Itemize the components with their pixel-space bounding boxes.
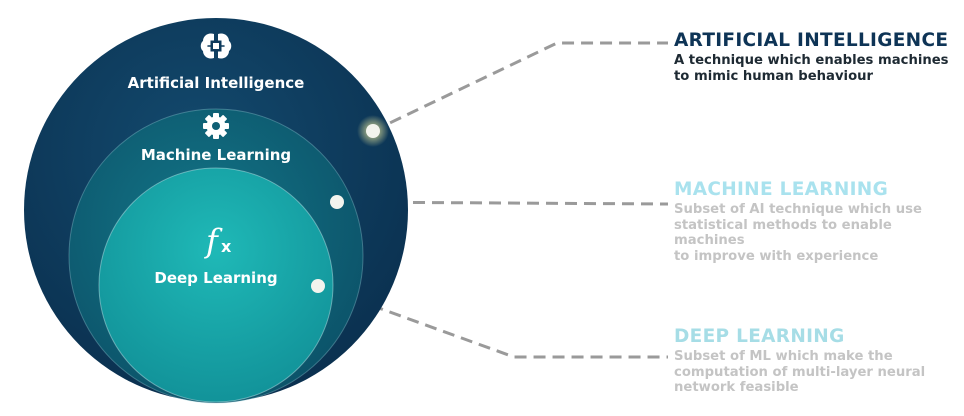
ml-description-line: statistical methods to enable machines: [674, 217, 892, 249]
ai-description: ARTIFICIAL INTELLIGENCE A technique whic…: [674, 31, 964, 84]
dl-circle: [98, 167, 334, 403]
gear-icon: [203, 113, 229, 139]
ai-description-title: ARTIFICIAL INTELLIGENCE: [674, 30, 949, 51]
ml-description-line: Subset of AI technique which use: [674, 202, 922, 217]
ml-circle-label: Machine Learning: [140, 146, 292, 164]
ai-circle-label: Artificial Intelligence: [127, 74, 305, 92]
ml-connector-line: [336, 200, 669, 206]
ml-description-title: MACHINE LEARNING: [674, 179, 889, 200]
dl-description-text: Subset of ML which make the computation …: [674, 349, 964, 396]
dl-description-line: Subset of ML which make the: [674, 349, 893, 364]
dl-marker-dot: [311, 279, 325, 293]
dl-connector-line: [317, 284, 668, 359]
brain-chip-icon: [200, 33, 232, 59]
ml-description-line: to improve with experience: [674, 248, 879, 264]
ai-connector-line: [372, 41, 668, 133]
dl-description-line: computation of multi-layer neural: [674, 364, 926, 380]
dl-description-line: network feasible: [674, 380, 799, 395]
ai-marker-dot: [366, 124, 380, 138]
ml-marker-dot: [330, 195, 344, 209]
ai-description-text: A technique which enables machines to mi…: [674, 53, 964, 84]
ml-description: MACHINE LEARNING Subset of AI technique …: [674, 180, 964, 264]
ml-description-text: Subset of AI technique which use statist…: [674, 202, 964, 264]
dl-description: DEEP LEARNING Subset of ML which make th…: [674, 327, 964, 396]
ai-description-line: to mimic human behaviour: [674, 68, 874, 84]
svg-text:x: x: [221, 237, 232, 256]
ai-description-line: A technique which enables machines: [674, 53, 949, 68]
dl-description-title: DEEP LEARNING: [674, 326, 845, 347]
dl-circle-label: Deep Learning: [154, 269, 278, 287]
